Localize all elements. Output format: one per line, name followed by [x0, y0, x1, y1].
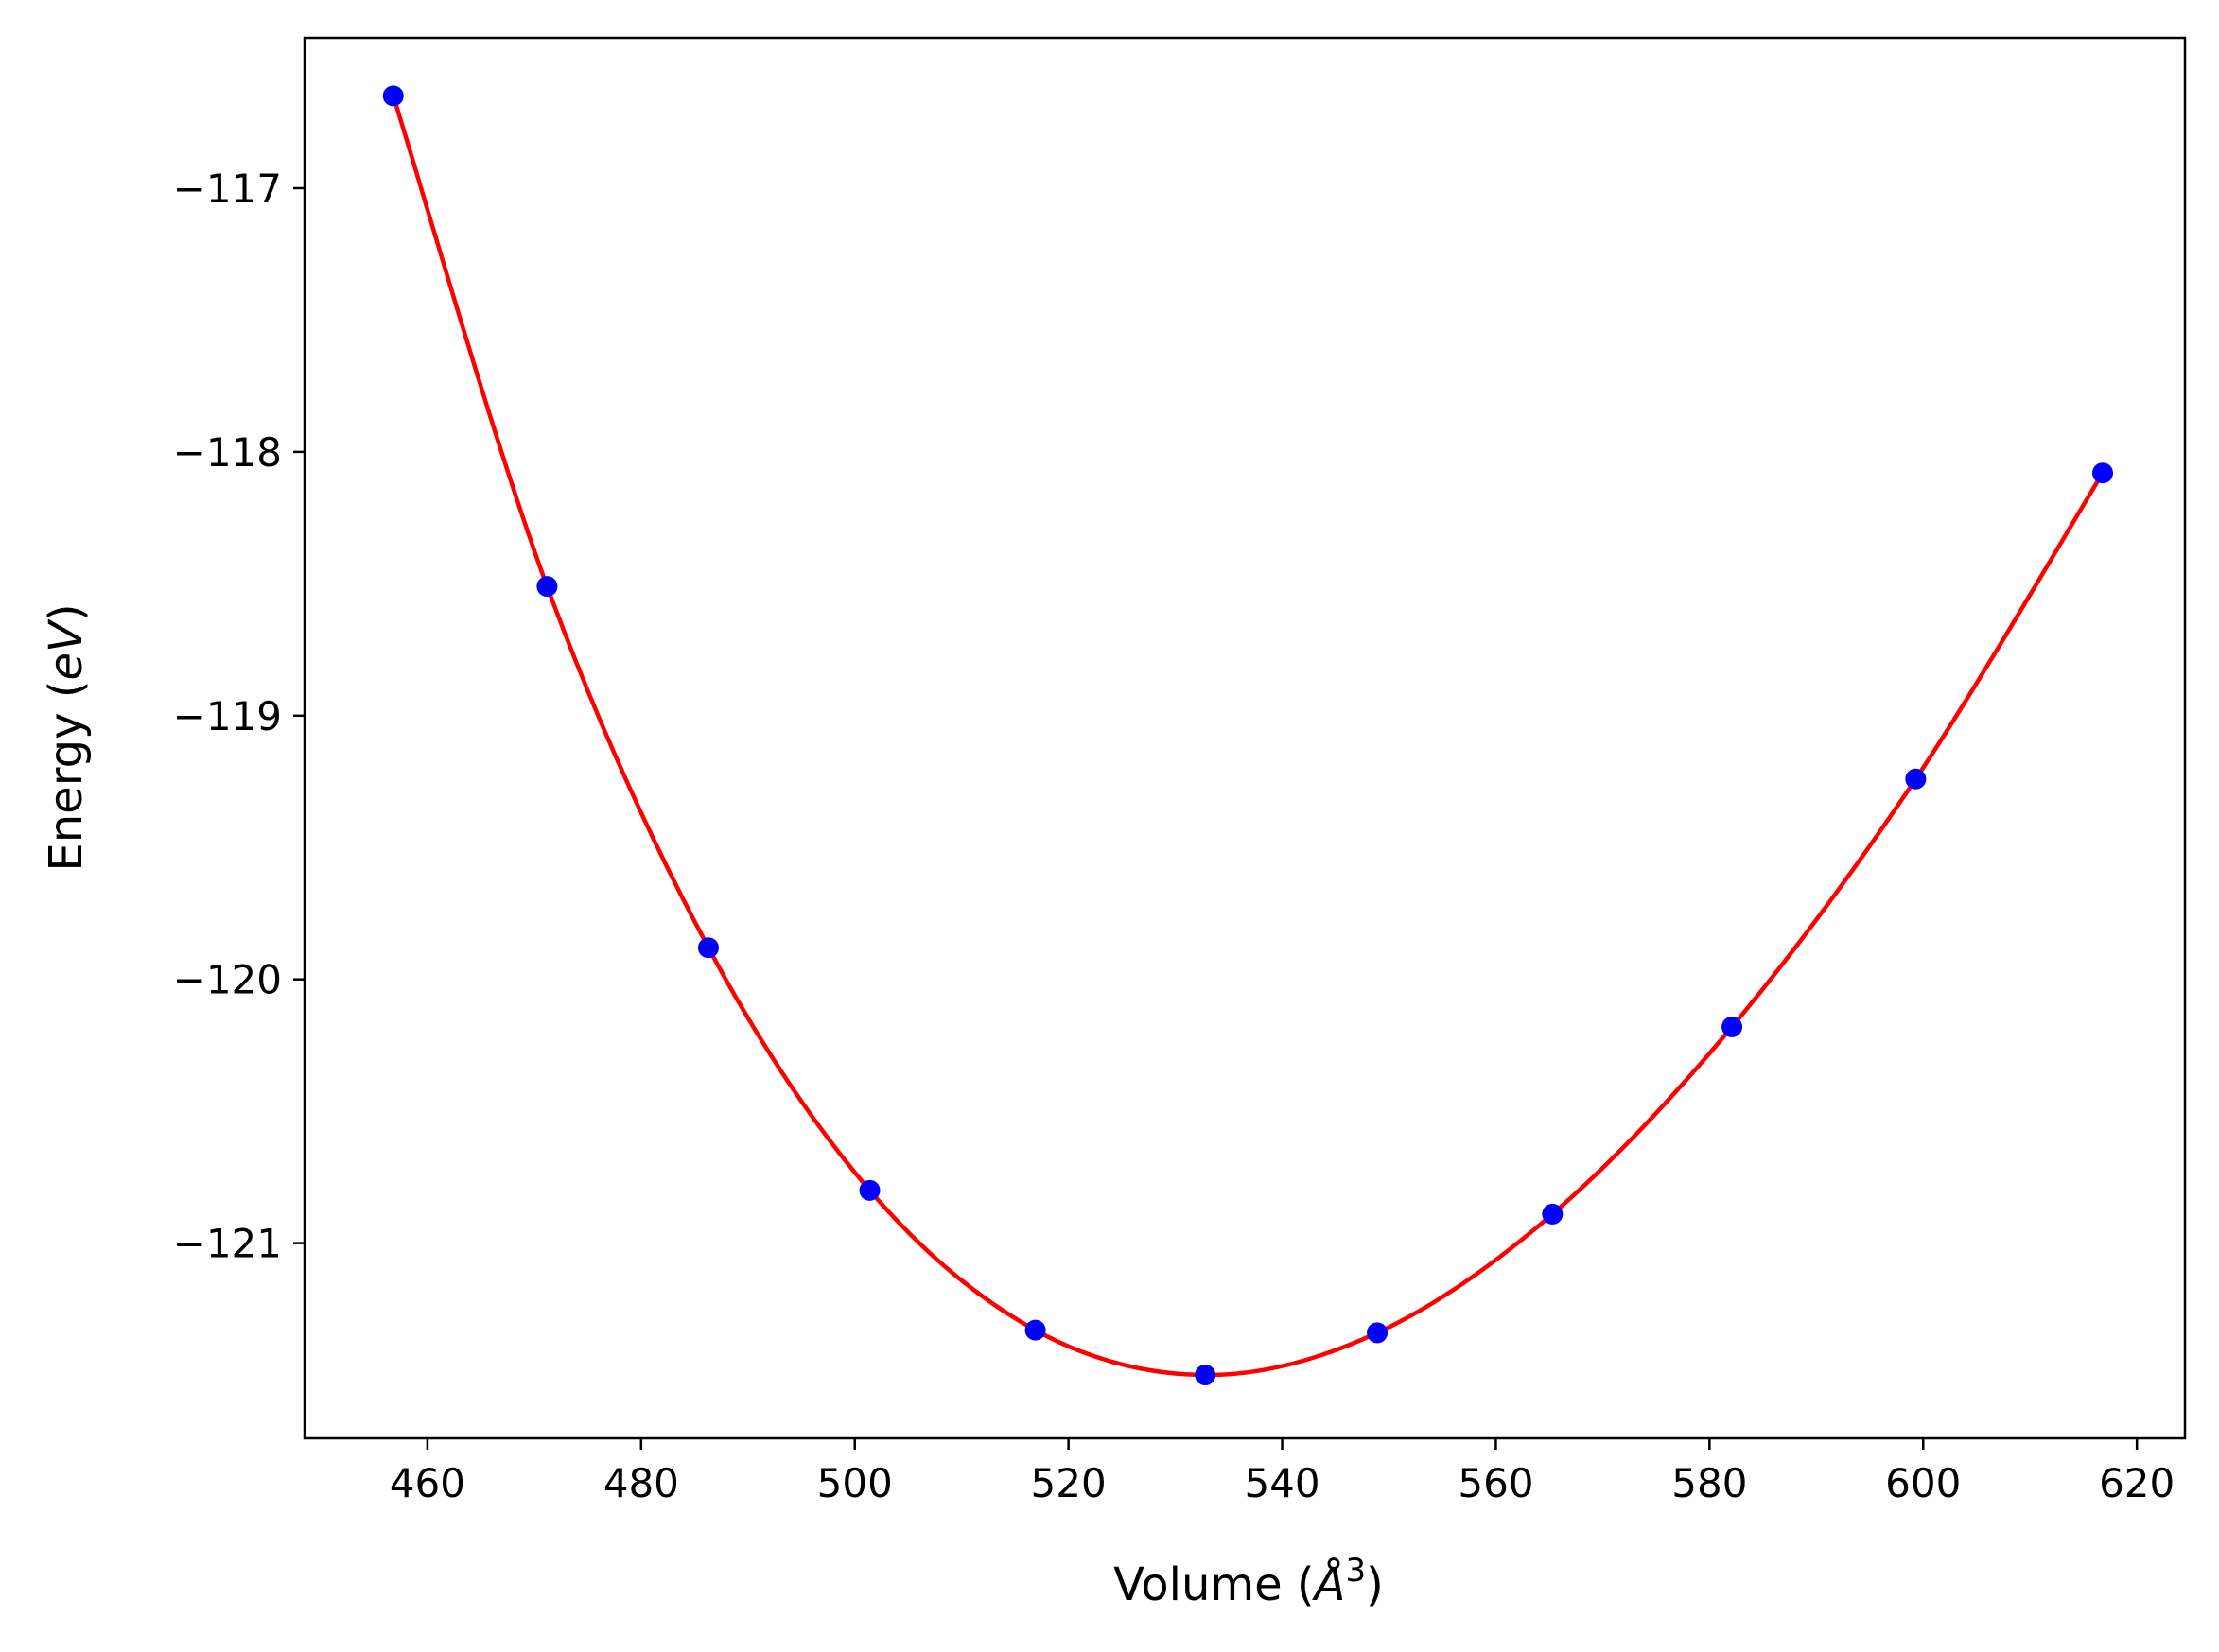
data-points	[382, 85, 2114, 1386]
y-tick-label: −121	[173, 1221, 282, 1267]
data-point	[1024, 1319, 1046, 1341]
fit-curve-line	[391, 95, 2105, 1378]
x-tick-label: 600	[1885, 1460, 1961, 1506]
y-tick-label: −117	[173, 165, 282, 212]
x-tick-label: 580	[1671, 1460, 1747, 1506]
data-point	[2092, 462, 2114, 484]
data-point	[382, 85, 404, 107]
data-point	[859, 1179, 881, 1201]
x-axis-unit-exponent: 3	[1345, 1552, 1366, 1590]
data-point	[536, 576, 558, 598]
x-axis-label: Volume (Å3)	[1113, 1552, 1384, 1611]
x-axis-unit-symbol: Å	[1312, 1557, 1346, 1611]
x-tick-label: 560	[1458, 1460, 1533, 1506]
x-tick-label: 540	[1244, 1460, 1319, 1506]
y-axis-label-text: Energy	[40, 713, 93, 872]
y-axis-label: Energy (eV)	[40, 603, 93, 871]
y-axis-ticks: −117 −118 −119 −120 −121	[173, 165, 305, 1267]
data-point	[1367, 1322, 1389, 1344]
data-point	[697, 937, 719, 959]
plot-area	[382, 85, 2114, 1386]
x-tick-label: 460	[390, 1460, 465, 1506]
data-point	[1905, 768, 1927, 790]
x-tick-label: 480	[603, 1460, 679, 1506]
data-point	[1195, 1365, 1216, 1386]
x-tick-label: 620	[2099, 1460, 2175, 1506]
x-axis-ticks: 460 480 500 520 540 560 580 600 620	[390, 1438, 2175, 1506]
axes-frame	[303, 36, 2187, 1440]
y-tick-label: −120	[173, 957, 282, 1003]
y-tick-label: −119	[173, 693, 282, 739]
data-point	[1542, 1203, 1564, 1225]
data-point	[1721, 1016, 1743, 1037]
x-axis-label-text: Volume	[1113, 1558, 1283, 1611]
y-tick-label: −118	[173, 429, 282, 476]
x-tick-label: 500	[817, 1460, 893, 1506]
x-tick-label: 520	[1031, 1460, 1107, 1506]
y-axis-unit: eV	[40, 618, 93, 681]
